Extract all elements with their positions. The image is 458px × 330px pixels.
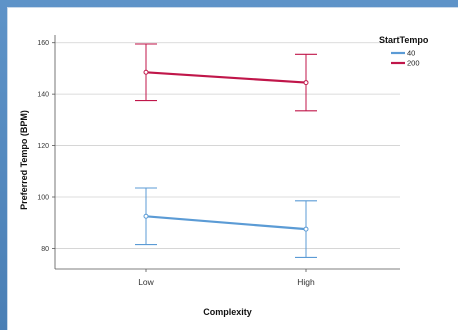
errorbar-layer [135,43,317,258]
data-point-200-low [143,69,149,75]
axis-layer: 80 100 120 140 160 Low High [37,35,400,287]
series-line-40 [145,215,307,231]
legend-label-200: 200 [407,59,420,68]
data-point-40-high [303,226,309,232]
series-line-200 [145,71,307,84]
data-point-40-low [143,213,149,219]
line-layer [145,71,307,231]
x-tick-label-high: High [297,277,315,287]
legend-title: StartTempo [379,35,429,45]
y-tick-label-80: 80 [41,246,49,253]
grid-layer [55,42,400,249]
x-tick-label-low: Low [138,277,154,287]
point-layer [143,69,309,232]
legend-label-40: 40 [407,49,415,58]
chart-panel: 80 100 120 140 160 Low High Preferred Tempo (B… [7,7,458,330]
line-chart: 80 100 120 140 160 Low High Preferred Tempo (B… [19,35,429,317]
y-tick-label-120: 120 [37,143,49,150]
y-axis-title: Preferred Tempo (BPM) [19,110,29,210]
y-tick-label-140: 140 [37,92,49,99]
y-tick-label-160: 160 [37,40,49,47]
y-tick-label-100: 100 [37,195,49,202]
x-axis-title: Complexity [203,307,252,317]
data-point-200-high [303,80,309,86]
